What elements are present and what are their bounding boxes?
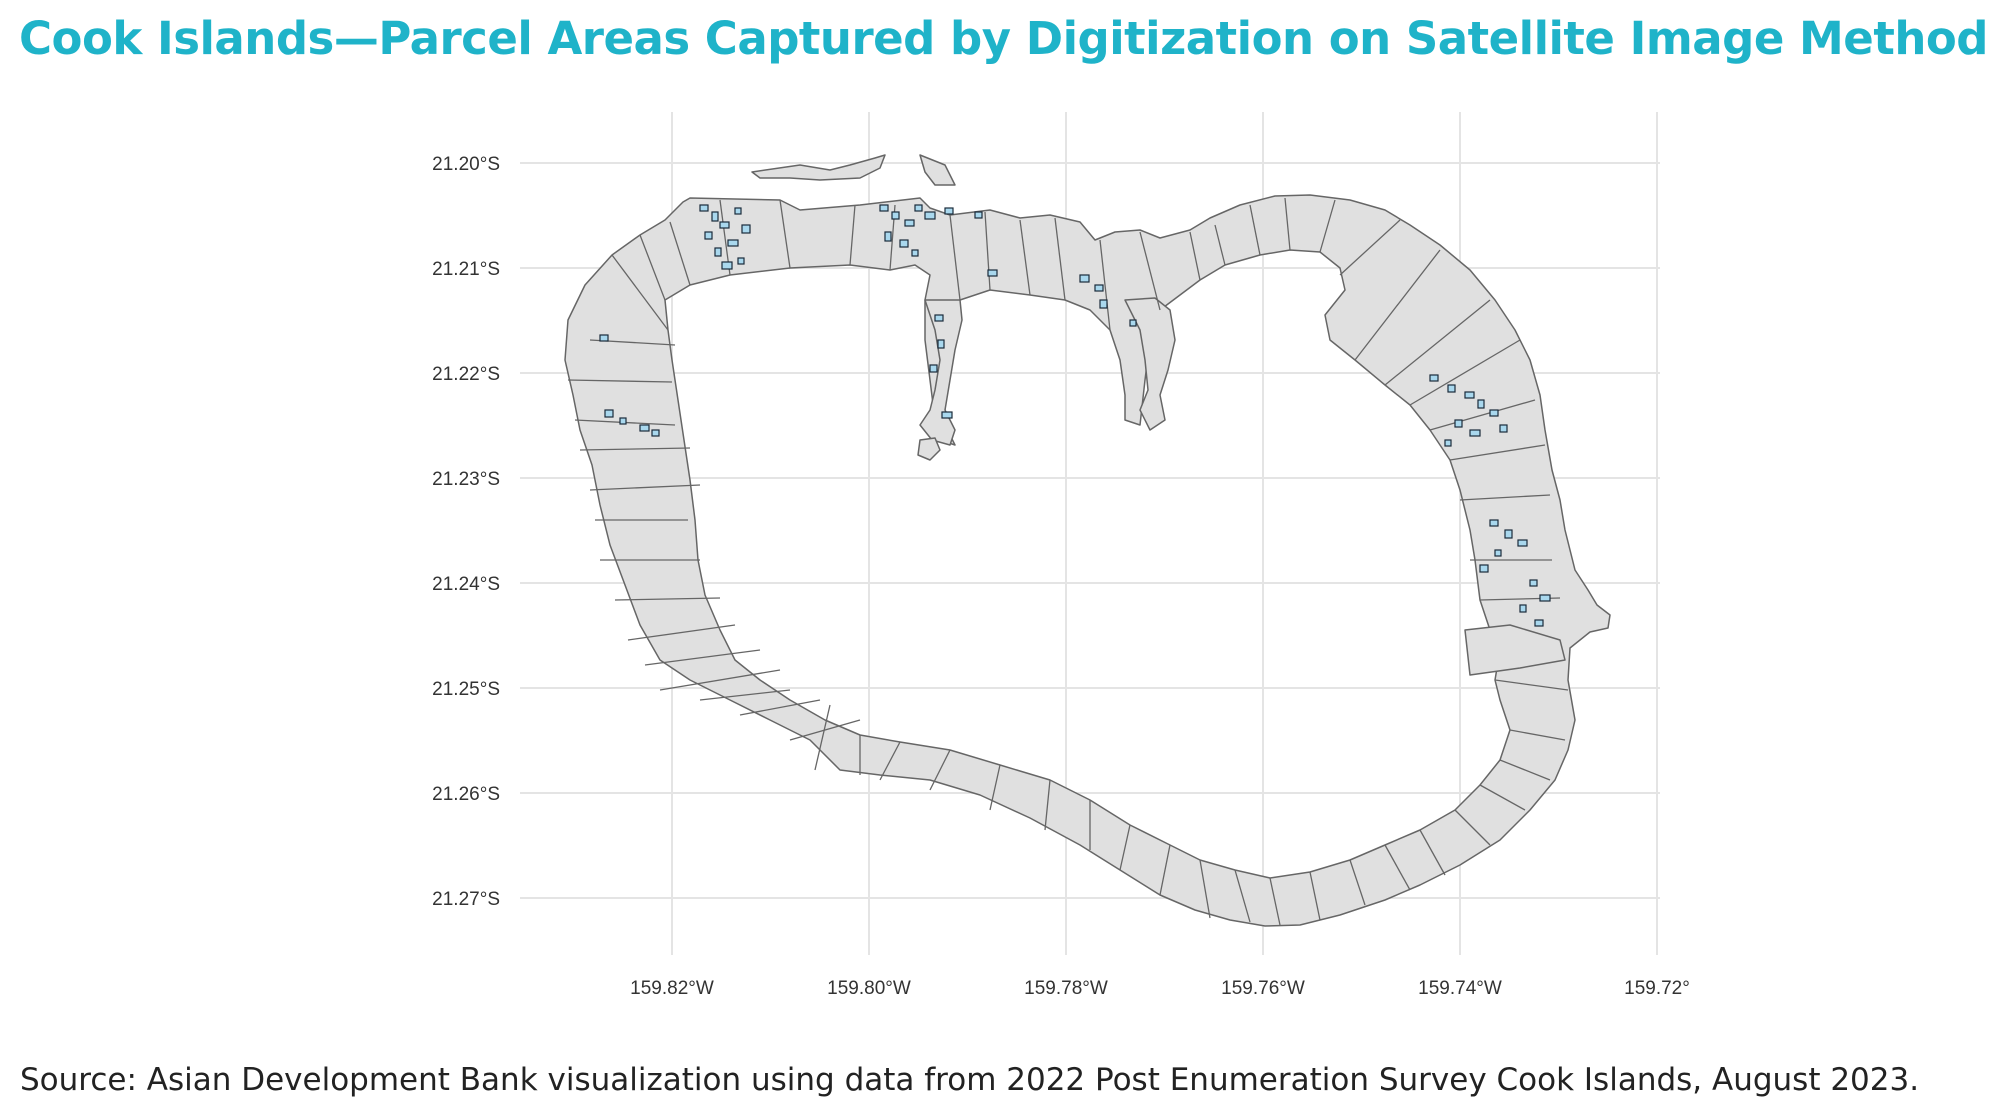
longitude-tick-label: 159.80°W <box>827 978 911 999</box>
digitized-parcel <box>884 231 892 242</box>
parcel-boundaries <box>567 197 1569 926</box>
digitized-parcel <box>714 247 722 257</box>
parcel-peninsula <box>1124 297 1176 431</box>
island-parcels <box>564 154 1611 927</box>
longitude-tick-label: 159.76°W <box>1221 978 1305 999</box>
digitized-parcel <box>651 429 660 437</box>
digitized-parcel <box>1129 319 1137 327</box>
digitized-parcel <box>924 211 936 220</box>
digitized-parcel <box>929 364 938 373</box>
digitized-parcel <box>604 409 614 418</box>
digitized-parcel <box>1454 419 1463 428</box>
digitized-parcel <box>1494 549 1502 557</box>
digitized-parcel <box>1479 564 1489 573</box>
latitude-tick-label: 21.26°S <box>432 784 500 805</box>
latitude-tick-label: 21.24°S <box>432 574 500 595</box>
digitized-parcel <box>734 207 742 215</box>
latitude-tick-label: 21.20°S <box>432 154 500 175</box>
digitized-parcel <box>1529 579 1538 587</box>
longitude-axis: 159.82°W 159.80°W 159.78°W 159.76°W 159.74°W… <box>630 978 1690 999</box>
digitized-parcel <box>1099 299 1108 309</box>
digitized-parcel <box>891 211 900 220</box>
digitized-parcel <box>1534 619 1544 627</box>
digitized-parcel <box>727 239 739 247</box>
digitized-parcel <box>721 261 733 270</box>
digitized-parcel <box>711 211 719 222</box>
chart-title: Cook Islands—Parcel Areas Captured by Di… <box>19 12 1988 65</box>
digitized-parcel <box>704 231 713 240</box>
digitized-parcel <box>1499 424 1508 433</box>
latitude-tick-label: 21.22°S <box>432 364 500 385</box>
digitized-parcel <box>974 211 983 219</box>
latitude-tick-label: 21.27°S <box>432 889 500 910</box>
parcel-islet <box>919 154 956 186</box>
longitude-tick-label: 159.72° <box>1624 978 1690 999</box>
digitized-parcel <box>1477 399 1485 409</box>
digitized-parcel <box>719 221 730 229</box>
digitized-parcel <box>1429 374 1439 382</box>
longitude-tick-label: 159.74°W <box>1418 978 1502 999</box>
digitized-parcel <box>1489 519 1499 527</box>
digitized-parcel <box>899 239 909 248</box>
digitized-parcel <box>737 257 745 265</box>
digitized-parcel <box>1464 391 1475 399</box>
digitized-parcel <box>1504 529 1513 539</box>
longitude-tick-label: 159.78°W <box>1024 978 1108 999</box>
digitized-parcel <box>1447 384 1456 393</box>
parcel-islet <box>1464 624 1566 676</box>
parcel-map: 21.20°S 21.21°S 21.22°S 21.23°S 21.24°S 21.25… <box>432 112 1690 999</box>
latitude-axis: 21.20°S 21.21°S 21.22°S 21.23°S 21.24°S 21.25… <box>432 154 500 910</box>
digitized-parcel <box>934 314 944 322</box>
digitized-parcel <box>639 424 650 432</box>
digitized-parcel <box>619 417 627 425</box>
digitized-parcel <box>1444 439 1452 447</box>
digitized-parcel <box>879 204 889 212</box>
digitized-parcel <box>1489 409 1499 417</box>
digitized-parcel <box>741 224 751 234</box>
parcel-islet <box>751 154 886 181</box>
parcel-peninsula <box>919 299 963 446</box>
digitized-parcel <box>1517 539 1528 547</box>
digitized-parcel <box>1519 604 1527 613</box>
digitized-parcel <box>1079 274 1090 283</box>
digitized-parcel <box>1469 429 1481 437</box>
digitized-parcel <box>987 269 998 277</box>
island-ring <box>564 194 1611 927</box>
digitized-parcel <box>937 339 945 349</box>
latitude-tick-label: 21.23°S <box>432 469 500 490</box>
digitized-parcel <box>944 207 954 215</box>
parcel-islet <box>917 437 941 461</box>
digitized-parcel <box>1539 594 1551 602</box>
digitized-parcel <box>699 204 709 212</box>
digitized-parcel <box>914 204 923 212</box>
latitude-tick-label: 21.21°S <box>432 259 500 280</box>
digitized-parcel <box>904 219 915 227</box>
source-note: Source: Asian Development Bank visualiza… <box>20 1062 1920 1098</box>
digitized-parcels <box>599 204 1551 627</box>
digitized-parcel <box>941 411 953 419</box>
longitude-tick-label: 159.82°W <box>630 978 714 999</box>
digitized-parcel <box>599 334 609 342</box>
latitude-tick-label: 21.25°S <box>432 679 500 700</box>
digitized-parcel <box>1094 284 1104 292</box>
digitized-parcel <box>911 249 919 257</box>
